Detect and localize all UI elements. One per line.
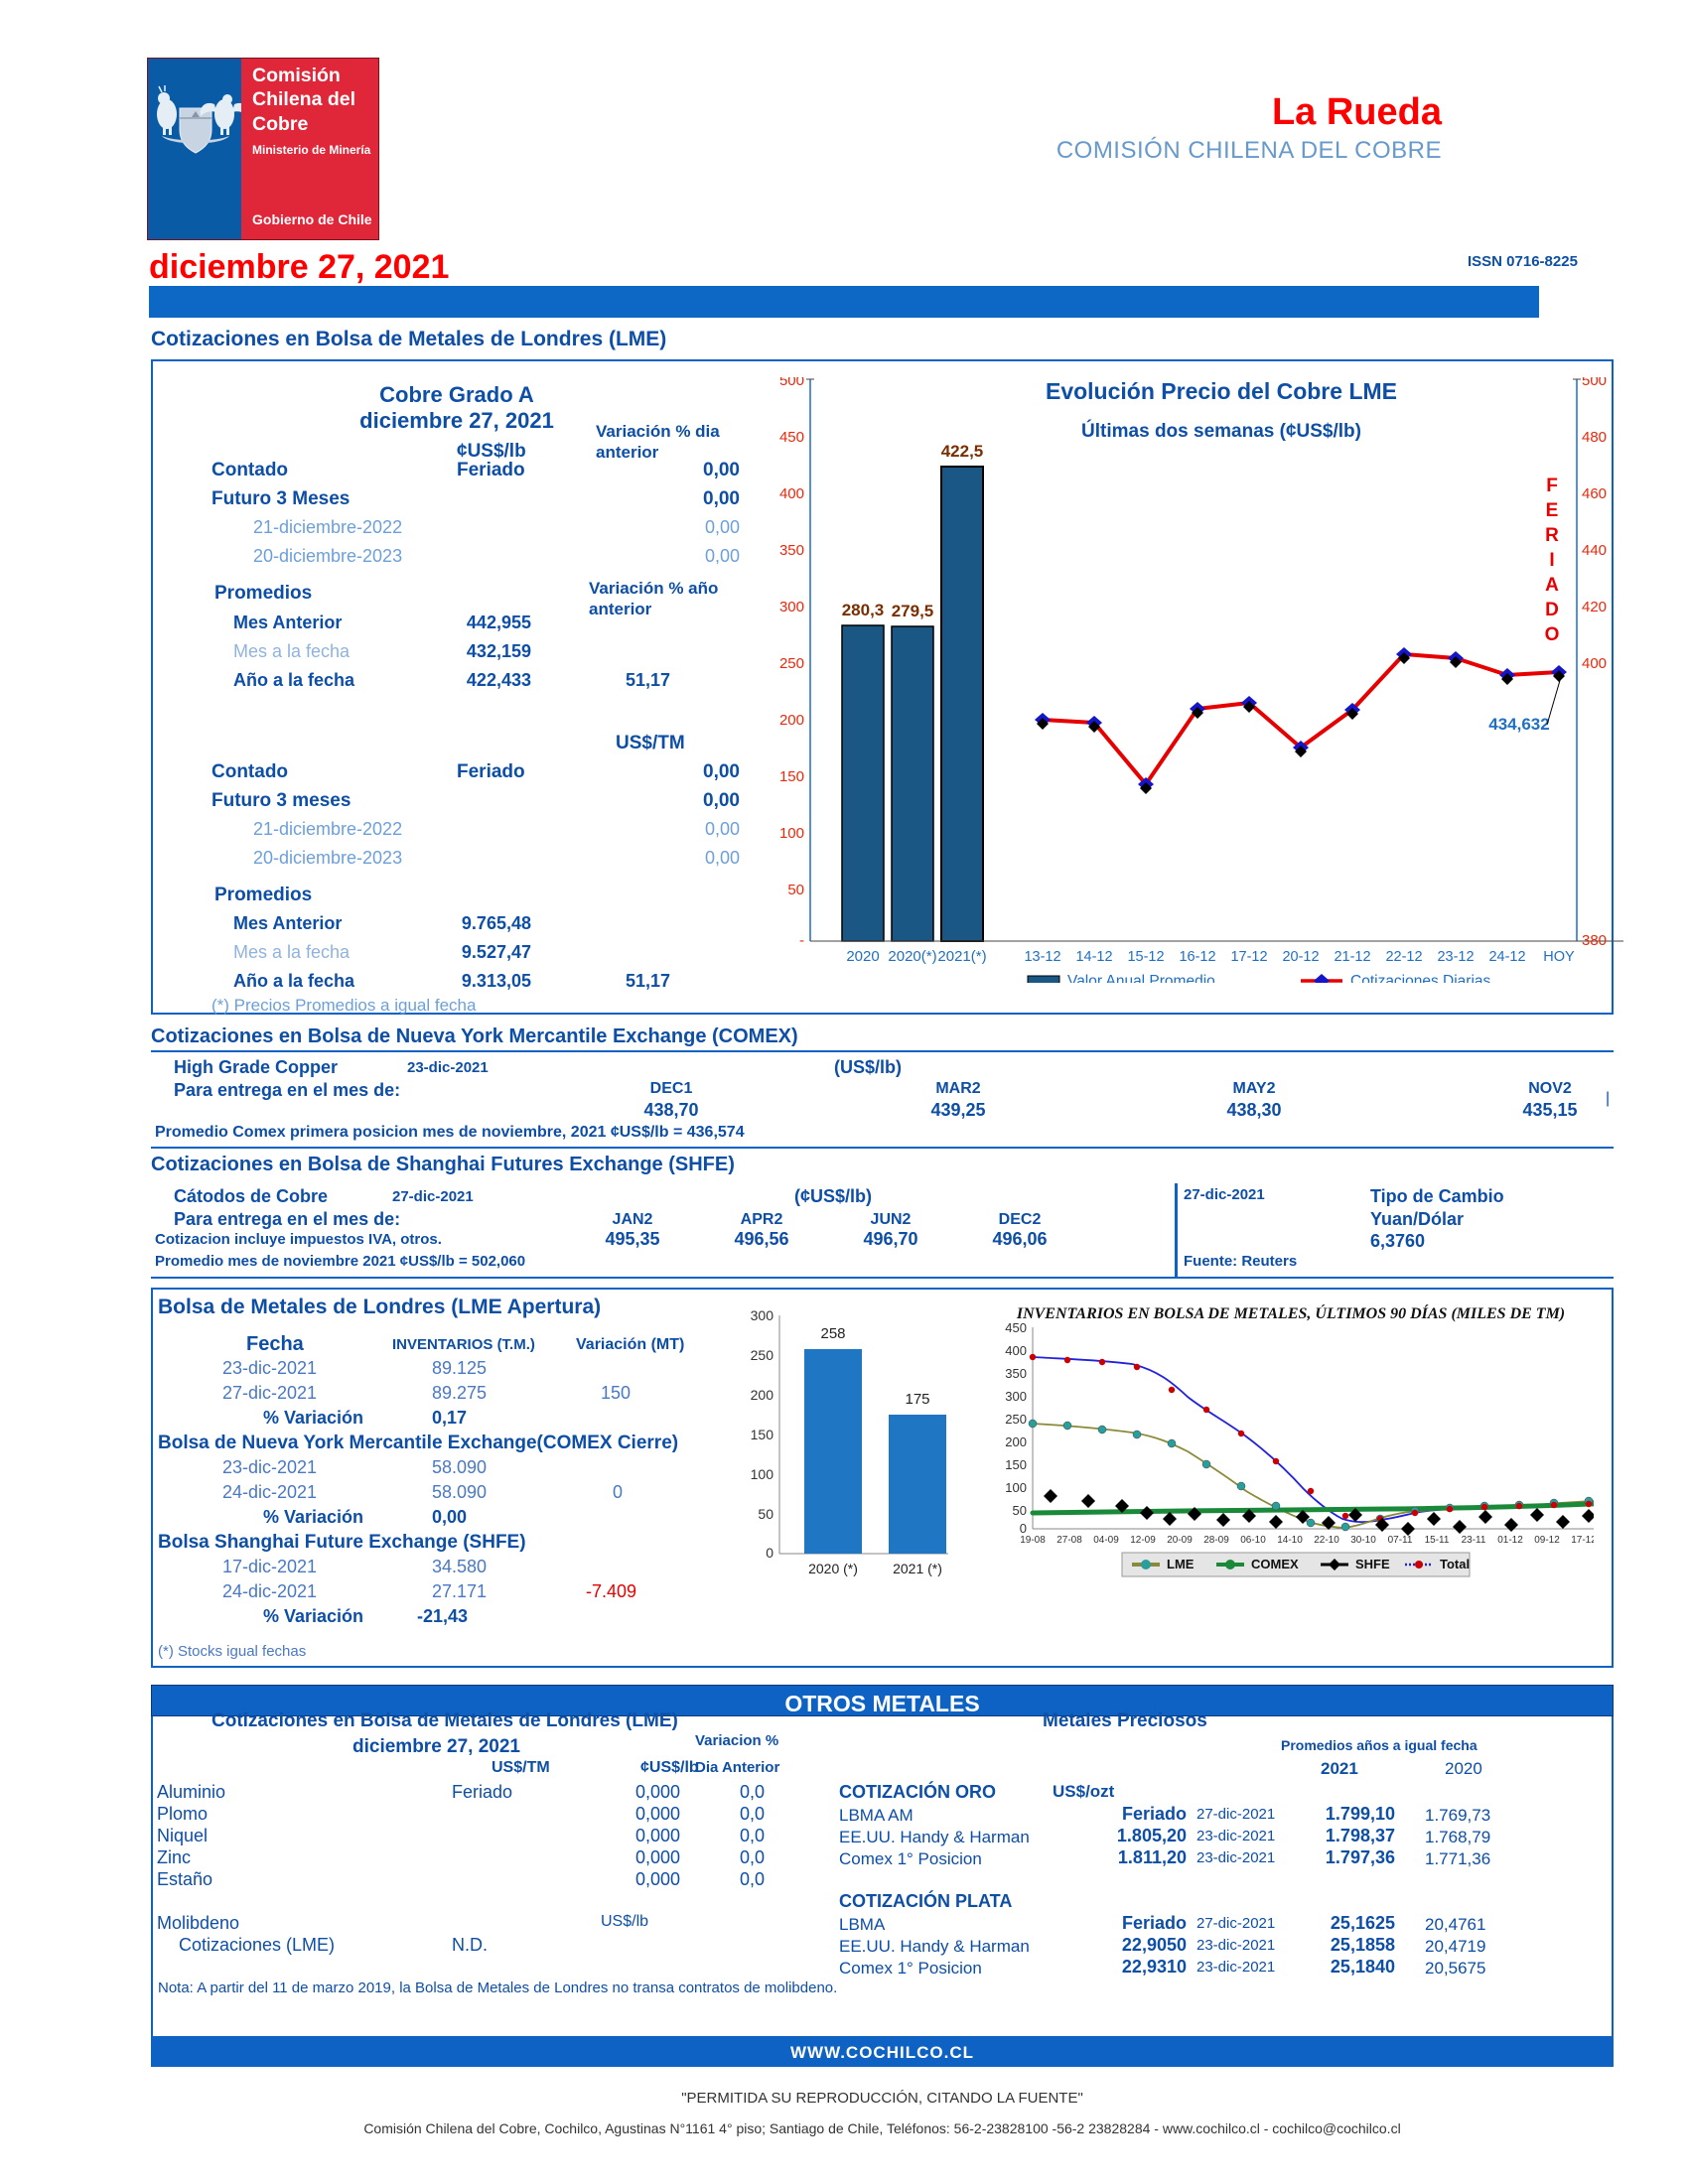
svg-text:200: 200	[1005, 1434, 1027, 1449]
svg-text:21-12: 21-12	[1334, 949, 1370, 965]
svg-text:300: 300	[1005, 1389, 1027, 1404]
svg-text:100: 100	[751, 1466, 774, 1482]
svg-text:350: 350	[1005, 1366, 1027, 1381]
svg-text:200: 200	[779, 712, 804, 729]
svg-text:250: 250	[1005, 1412, 1027, 1427]
svg-text:460: 460	[1582, 485, 1607, 502]
svg-text:100: 100	[1005, 1480, 1027, 1495]
svg-text:30-10: 30-10	[1350, 1535, 1376, 1546]
svg-text:2021(*): 2021(*)	[937, 948, 986, 965]
svg-text:380: 380	[1582, 932, 1607, 949]
svg-text:23-11: 23-11	[1462, 1535, 1486, 1546]
svg-text:2020: 2020	[846, 948, 879, 965]
svg-text:400: 400	[1005, 1343, 1027, 1358]
svg-text:400: 400	[1582, 655, 1607, 672]
svg-text:500: 500	[1582, 377, 1607, 389]
svg-text:SHFE: SHFE	[1355, 1557, 1390, 1571]
svg-text:07-11: 07-11	[1388, 1535, 1413, 1546]
svg-text:Últimas dos semanas (¢US$/lb): Últimas dos semanas (¢US$/lb)	[1081, 420, 1361, 442]
svg-text:E: E	[1546, 500, 1559, 521]
svg-text:09-12: 09-12	[1534, 1535, 1560, 1546]
svg-text:20-09: 20-09	[1167, 1535, 1193, 1546]
svg-text:R: R	[1545, 525, 1559, 546]
svg-text:440: 440	[1582, 542, 1607, 559]
svg-text:01-12: 01-12	[1497, 1535, 1523, 1546]
svg-text:50: 50	[758, 1506, 774, 1522]
svg-text:200: 200	[751, 1387, 774, 1403]
svg-text:450: 450	[1005, 1320, 1027, 1335]
svg-text:150: 150	[779, 768, 804, 785]
svg-text:22-12: 22-12	[1385, 949, 1422, 965]
svg-text:280,3: 280,3	[842, 601, 885, 619]
svg-text:LME: LME	[1167, 1557, 1195, 1571]
svg-text:19-08: 19-08	[1020, 1535, 1046, 1546]
svg-text:24-12: 24-12	[1488, 949, 1525, 965]
svg-text:15-11: 15-11	[1425, 1535, 1450, 1546]
svg-text:14-10: 14-10	[1277, 1535, 1303, 1546]
svg-text:D: D	[1545, 600, 1559, 620]
svg-text:2020(*): 2020(*)	[888, 948, 936, 965]
svg-text:422,5: 422,5	[941, 442, 984, 461]
svg-text:04-09: 04-09	[1093, 1535, 1119, 1546]
svg-text:22-10: 22-10	[1314, 1535, 1339, 1546]
svg-text:INVENTARIOS EN BOLSA DE METALE: INVENTARIOS EN BOLSA DE METALES, ÚLTIMOS…	[1016, 1303, 1565, 1322]
svg-text:50: 50	[787, 882, 804, 898]
svg-text:HOY: HOY	[1543, 949, 1575, 965]
svg-text:-: -	[799, 932, 804, 949]
svg-text:279,5: 279,5	[892, 602, 934, 620]
svg-text:06-10: 06-10	[1240, 1535, 1266, 1546]
svg-text:420: 420	[1582, 599, 1607, 615]
svg-text:0: 0	[766, 1545, 774, 1561]
svg-text:500: 500	[779, 377, 804, 389]
svg-text:14-12: 14-12	[1075, 949, 1112, 965]
svg-text:480: 480	[1582, 429, 1607, 446]
svg-text:O: O	[1545, 624, 1560, 645]
svg-text:Total: Total	[1440, 1557, 1470, 1571]
svg-text:23-12: 23-12	[1437, 949, 1474, 965]
svg-text:COMEX: COMEX	[1251, 1557, 1299, 1571]
svg-text:28-09: 28-09	[1203, 1535, 1229, 1546]
svg-text:400: 400	[779, 485, 804, 502]
svg-text:16-12: 16-12	[1179, 949, 1215, 965]
svg-text:434,632: 434,632	[1488, 715, 1549, 734]
svg-text:F: F	[1546, 476, 1558, 496]
svg-text:Valor Anual Promedio: Valor Anual Promedio	[1067, 973, 1215, 983]
svg-text:300: 300	[779, 599, 804, 615]
svg-text:20-12: 20-12	[1282, 949, 1319, 965]
svg-text:Evolución Precio del Cobre LME: Evolución Precio del Cobre LME	[1046, 378, 1397, 404]
svg-text:2020 (*): 2020 (*)	[808, 1561, 858, 1576]
svg-text:17-12: 17-12	[1230, 949, 1267, 965]
svg-text:350: 350	[779, 542, 804, 559]
svg-text:150: 150	[751, 1427, 774, 1442]
svg-text:258: 258	[820, 1325, 845, 1342]
svg-text:250: 250	[779, 655, 804, 672]
svg-text:27-08: 27-08	[1056, 1535, 1082, 1546]
svg-text:12-09: 12-09	[1130, 1535, 1156, 1546]
svg-text:17-12: 17-12	[1571, 1535, 1594, 1546]
svg-text:50: 50	[1013, 1503, 1027, 1518]
svg-text:150: 150	[1005, 1457, 1027, 1472]
svg-text:300: 300	[751, 1310, 774, 1323]
svg-text:175: 175	[905, 1391, 929, 1408]
svg-text:250: 250	[751, 1347, 774, 1363]
svg-text:450: 450	[779, 429, 804, 446]
svg-text:13-12: 13-12	[1024, 949, 1060, 965]
svg-text:A: A	[1545, 575, 1559, 596]
svg-text:Cotizaciones Diarias: Cotizaciones Diarias	[1350, 973, 1491, 983]
svg-text:0: 0	[1020, 1521, 1027, 1536]
svg-text:I: I	[1549, 550, 1554, 571]
svg-text:100: 100	[779, 825, 804, 842]
svg-text:15-12: 15-12	[1127, 949, 1164, 965]
svg-text:2021 (*): 2021 (*)	[893, 1561, 942, 1576]
